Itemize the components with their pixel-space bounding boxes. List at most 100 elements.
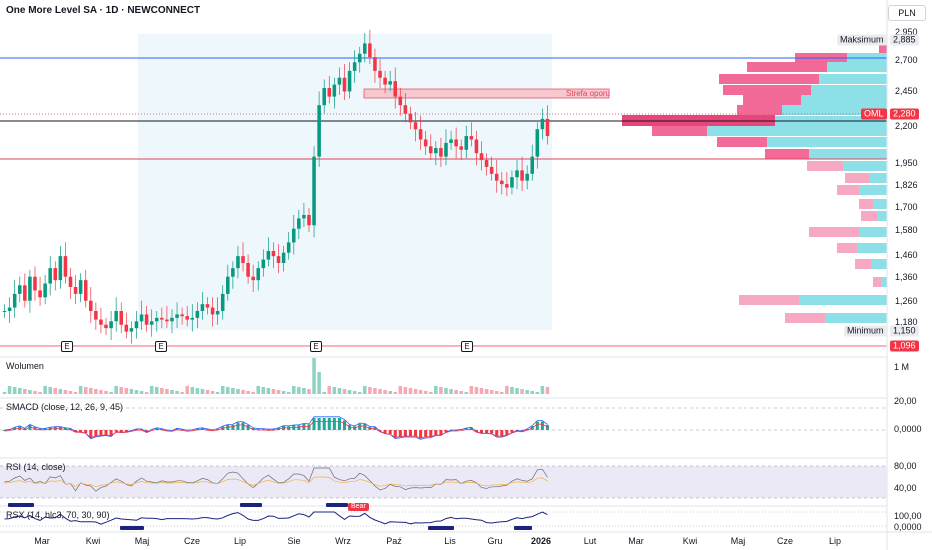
smacd-histogram-bar [23, 428, 27, 430]
volume-bar [165, 389, 169, 394]
candle-body [124, 324, 129, 332]
smacd-histogram-bar [307, 424, 311, 430]
smacd-histogram-bar [261, 428, 265, 430]
candle-body [464, 136, 469, 150]
price-tick: 1,700 [895, 202, 918, 212]
rsi-pane-label[interactable]: RSI (14, close) [6, 462, 66, 472]
volume-bar [149, 386, 154, 394]
candle-body [149, 321, 154, 325]
smacd-histogram-bar [114, 430, 118, 432]
volume-bar [505, 386, 509, 394]
volume-bar [256, 386, 261, 394]
smacd-histogram-bar [525, 429, 529, 430]
smacd-pane-label[interactable]: SMACD (close, 12, 26, 9, 45) [6, 402, 124, 412]
earnings-marker[interactable]: E [61, 341, 73, 352]
smacd-line [4, 416, 548, 440]
volume-bar [545, 387, 550, 394]
volume-profile-bar [767, 137, 887, 147]
smacd-histogram-bar [327, 418, 331, 430]
earnings-marker[interactable]: E [155, 341, 167, 352]
smacd-histogram-bar [485, 430, 489, 433]
candle-body [23, 285, 27, 301]
volume-profile-bar [719, 74, 819, 84]
volume-profile-bar [799, 295, 887, 305]
candle-body [479, 153, 484, 161]
volume-profile-bar [809, 227, 859, 237]
candle-body [175, 314, 179, 318]
candle-body [180, 314, 184, 317]
volume-bar [129, 389, 134, 394]
volume-profile-bar [873, 199, 887, 209]
smacd-histogram-bar [226, 425, 230, 430]
smacd-histogram-bar [99, 430, 103, 436]
volume-bar [317, 372, 321, 394]
smacd-histogram-bar [535, 421, 539, 430]
candle-body [165, 319, 169, 322]
symbol-label-oml: OML [861, 108, 887, 120]
volume-bar [154, 387, 159, 394]
resistance-zone [363, 88, 610, 99]
smacd-histogram-bar [312, 418, 316, 430]
smacd-histogram-bar [500, 430, 504, 437]
volume-bar [220, 386, 225, 394]
volume-profile-bar [837, 243, 857, 253]
candle-body [286, 242, 291, 253]
candle-body [434, 148, 438, 154]
volume-pane-label[interactable]: Wolumen [6, 361, 44, 371]
candle-body [505, 184, 509, 188]
candle-body [63, 256, 68, 277]
smacd-histogram-bar [241, 422, 245, 430]
rsx-tick: 0,0000 [894, 522, 922, 532]
candle-body [185, 316, 189, 320]
volume-bar [134, 390, 139, 394]
candle-body [170, 317, 174, 322]
smacd-histogram-bar [104, 430, 108, 435]
volume-bar [388, 391, 392, 394]
volume-profile-bar [859, 199, 873, 209]
symbol-title[interactable]: One More Level SA · 1D · NEWCONNECT [6, 5, 201, 16]
volume-bar [403, 387, 408, 394]
volume-bar [363, 386, 367, 394]
candle-body [357, 53, 362, 63]
candle-body [525, 173, 529, 181]
time-axis-label: Cze [183, 536, 201, 546]
candle-body [129, 328, 134, 332]
candle-body [195, 311, 200, 318]
candle-body [28, 276, 32, 301]
volume-bar [226, 387, 230, 394]
volume-bar [236, 389, 240, 394]
volume-bar [144, 392, 149, 394]
smacd-histogram-bar [342, 420, 347, 430]
smacd-histogram-bar [140, 429, 144, 430]
volume-profile-bar [877, 211, 887, 221]
volume-profile-bar [809, 149, 887, 159]
candle-body [413, 122, 418, 130]
smacd-histogram-bar [145, 430, 149, 432]
candle-body [271, 250, 276, 257]
earnings-marker[interactable]: E [461, 341, 473, 352]
candle-body [241, 256, 245, 263]
smacd-histogram-bar [3, 430, 7, 431]
smacd-histogram-bar [337, 418, 341, 430]
candle-body [119, 311, 124, 325]
rsx-pane-label[interactable]: RSX (14, hlc3, 70, 30, 90) [6, 510, 110, 520]
earnings-marker[interactable]: E [310, 341, 322, 352]
smacd-histogram-bar [403, 430, 407, 437]
currency-selector[interactable]: PLN [888, 5, 926, 21]
volume-bar [241, 390, 245, 394]
volume-tick: 1 M [894, 362, 910, 372]
candle-body [261, 259, 266, 269]
volume-bar [337, 388, 342, 394]
rsi-tick: 40,00 [894, 483, 917, 493]
rsi-tick: 80,00 [894, 461, 917, 471]
volume-bar [7, 386, 12, 394]
candle-body [423, 139, 428, 147]
volume-bar [33, 391, 37, 394]
volume-bar [479, 388, 484, 394]
volume-bar [286, 392, 291, 394]
candle-body [160, 317, 164, 320]
candle-body [383, 77, 387, 85]
volume-bar [53, 388, 58, 394]
smacd-histogram-bar [505, 430, 509, 435]
